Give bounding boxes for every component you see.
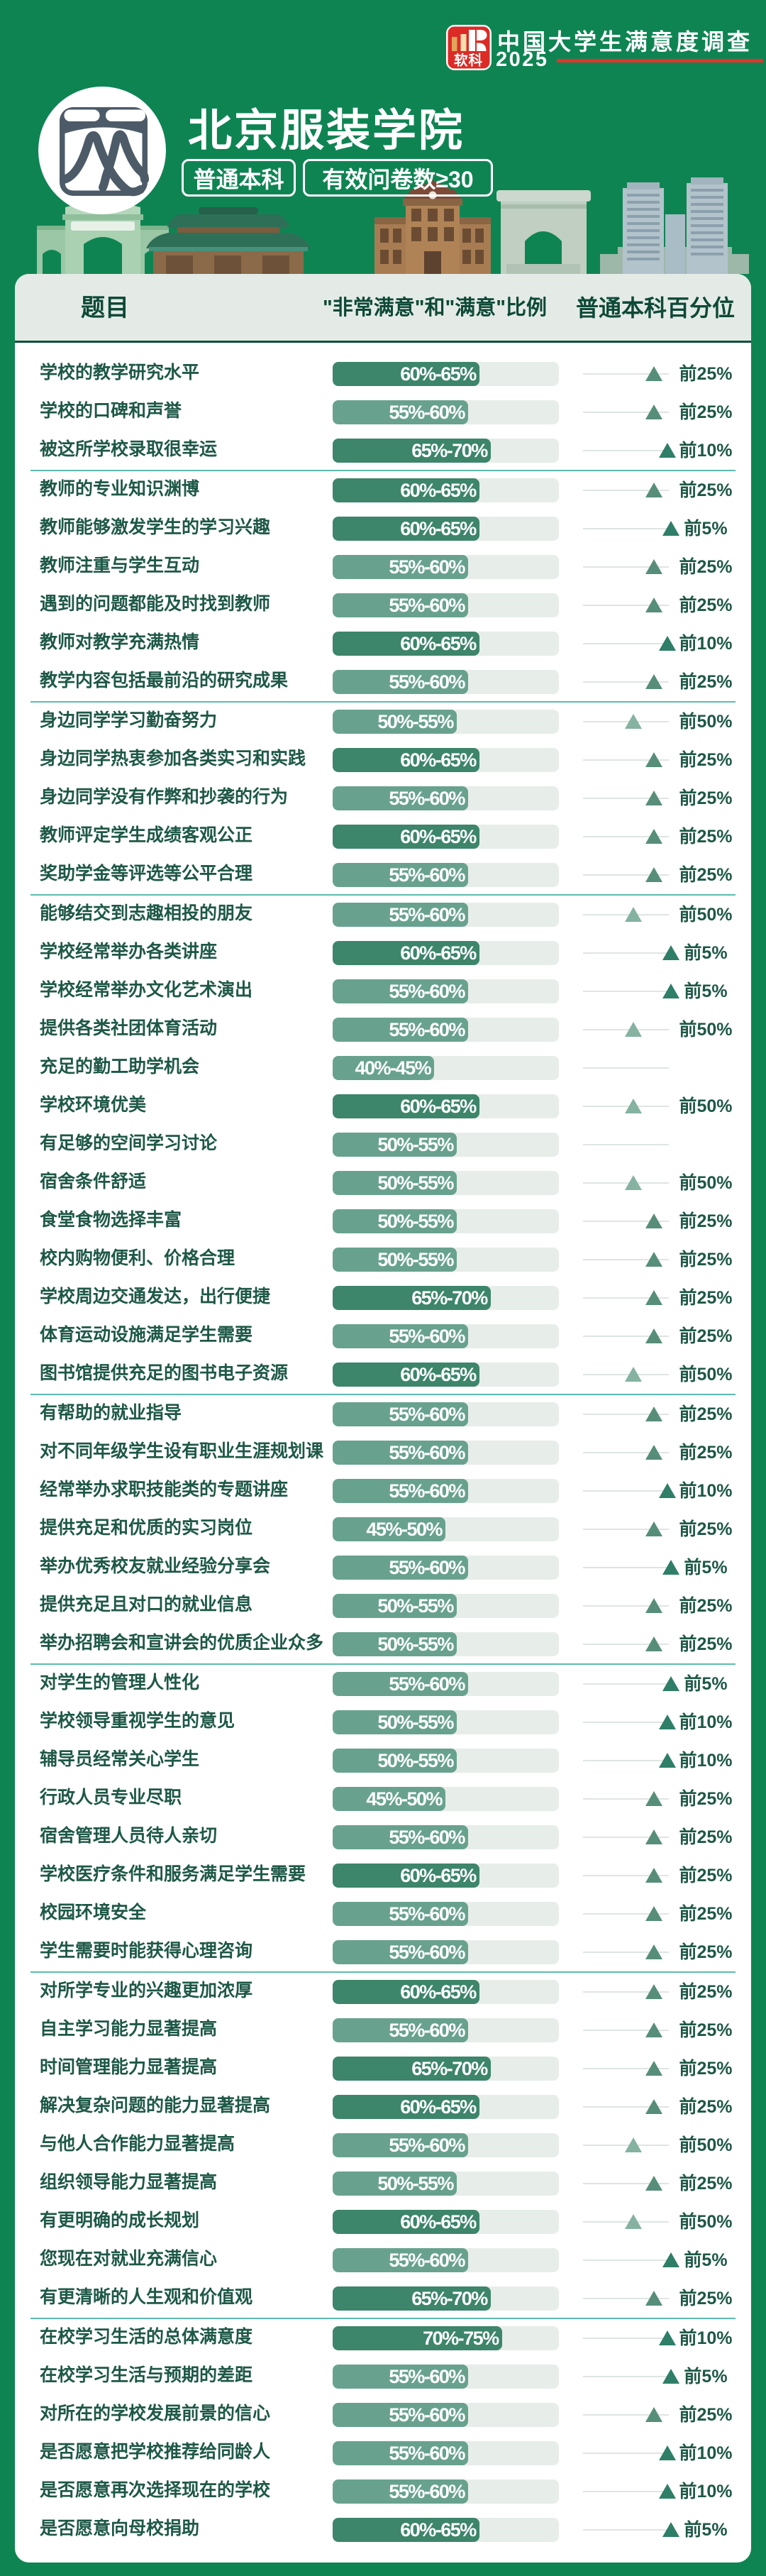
svg-text:软科: 软科 [454,53,483,69]
